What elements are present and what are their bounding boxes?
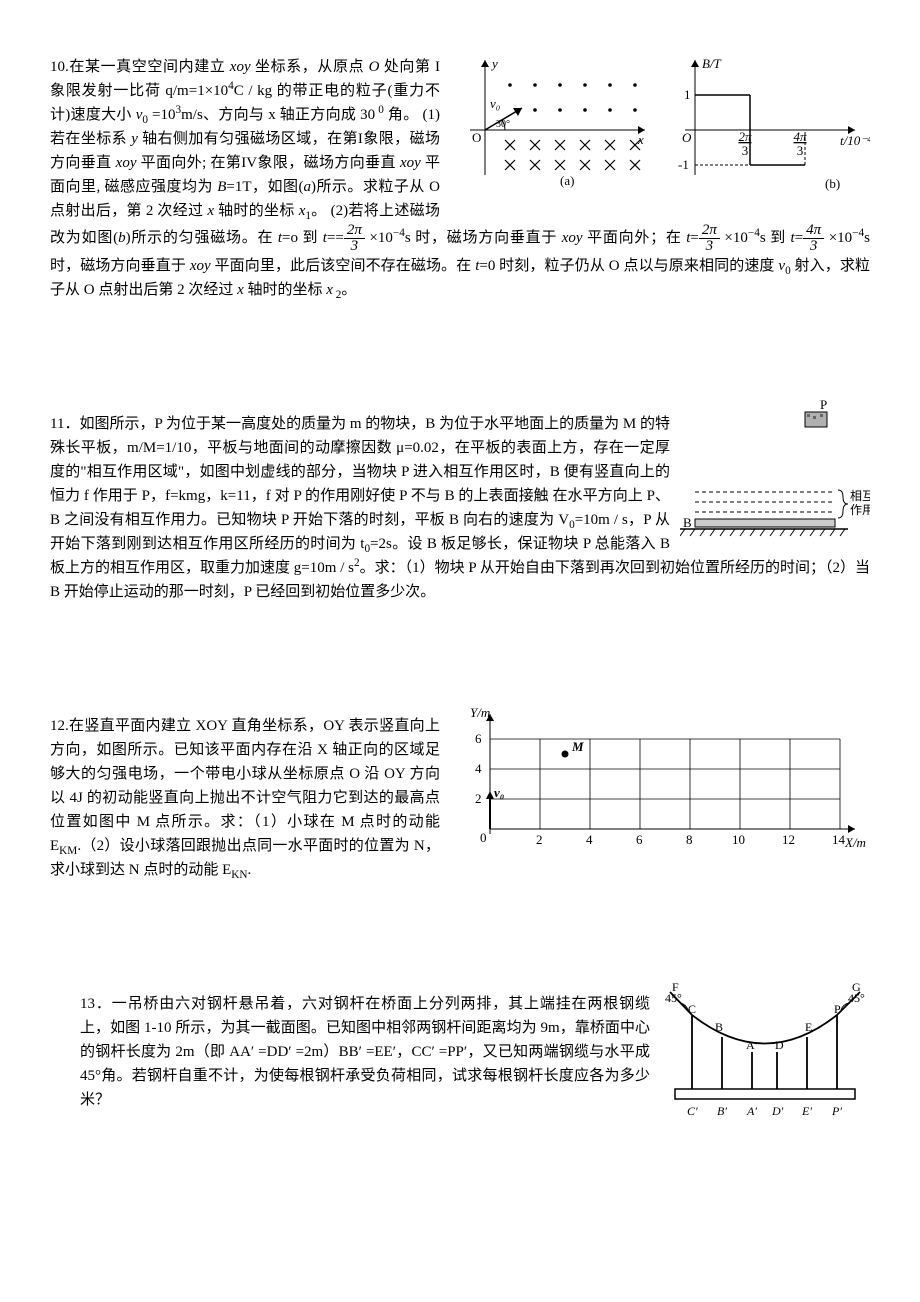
- fig-a-y-label: y: [490, 56, 498, 71]
- problem-11-figure: P 相互 作用区 B: [680, 397, 870, 547]
- p13-bot-2: A′: [746, 1104, 757, 1118]
- fig-b-t-label: t/10⁻⁴s: [840, 133, 870, 148]
- fig-b-2pi3-den: 3: [742, 143, 749, 158]
- p13-bot-4: E′: [801, 1104, 812, 1118]
- fig-b-2pi3-num: 2π: [738, 129, 752, 144]
- p11-num: 11．: [50, 416, 79, 432]
- p13-top-E: E: [805, 1020, 812, 1034]
- p12-ytick-6: 6: [475, 731, 482, 746]
- p12-Y-label: Y/m: [470, 705, 490, 720]
- problem-11: P 相互 作用区 B 11．如图所: [50, 397, 870, 619]
- fig-a-angle: 30°: [496, 119, 510, 130]
- p12-xtick-6: 14: [832, 832, 846, 847]
- p12-X-label: X/m: [844, 835, 866, 850]
- p13-top-P: P: [834, 1002, 841, 1016]
- fig-b-caption: (b): [825, 176, 840, 191]
- fig-b-B-label: B/T: [702, 56, 722, 71]
- p13-top-D: D: [775, 1038, 784, 1052]
- p11-P-label: P: [820, 397, 827, 412]
- p12-xtick-3: 8: [686, 832, 693, 847]
- p13-num: 13．: [80, 996, 112, 1012]
- p12-xtick-0: 2: [536, 832, 543, 847]
- p11-zone-label1: 相互: [850, 489, 870, 503]
- p12-num: 12.: [50, 718, 69, 734]
- fig-b-4pi3-den: 3: [797, 143, 804, 158]
- p13-top-B: B: [715, 1020, 723, 1034]
- p13-bot-1: B′: [717, 1104, 727, 1118]
- p13-bot-3: D′: [771, 1104, 784, 1118]
- fig-a-O: O: [472, 130, 481, 145]
- fig-b-tick-m1: -1: [678, 157, 689, 172]
- p13-top-C: C: [688, 1002, 696, 1016]
- p12-v0: v₀: [494, 785, 504, 800]
- fig-a-x-label: x: [637, 132, 644, 147]
- fig-a-v0: v₀: [490, 96, 500, 111]
- p12-xtick-2: 6: [636, 832, 643, 847]
- p13-top-A: A: [746, 1038, 755, 1052]
- p13-top-G: G: [852, 980, 861, 994]
- p13-bot-0: C′: [687, 1104, 698, 1118]
- p12-xtick-5: 12: [782, 832, 795, 847]
- problem-12-figure: Y/m X/m 0 2 4: [450, 699, 870, 854]
- problem-13-figure: C′ B′ A′ D′ E′ P′ 45° 45°: [660, 977, 870, 1127]
- p11-zone-label2: 作用区: [850, 503, 870, 517]
- p12-origin: 0: [480, 830, 487, 845]
- p12-xtick-1: 4: [586, 832, 593, 847]
- p10-num: 10.: [50, 59, 69, 75]
- p13-top-F: F: [672, 980, 679, 994]
- p12-ytick-4: 4: [475, 761, 482, 776]
- problem-10-figure: y x O v₀ 30°: [450, 40, 870, 200]
- problem-13: C′ B′ A′ D′ E′ P′ 45° 45°: [50, 977, 870, 1127]
- fig-b-O: O: [682, 130, 692, 145]
- fig-b-tick-1: 1: [684, 87, 691, 102]
- p13-bot-5: P′: [831, 1104, 842, 1118]
- fig-b-4pi3-num: 4π: [793, 129, 807, 144]
- fig-a-caption: (a): [560, 173, 574, 188]
- p12-xtick-4: 10: [732, 832, 745, 847]
- problem-12: Y/m X/m 0 2 4: [50, 699, 870, 897]
- problem-10: y x O v₀ 30°: [50, 40, 870, 317]
- p12-M-label: M: [571, 739, 584, 754]
- p12-ytick-2: 2: [475, 791, 482, 806]
- p11-B-label: B: [683, 515, 692, 530]
